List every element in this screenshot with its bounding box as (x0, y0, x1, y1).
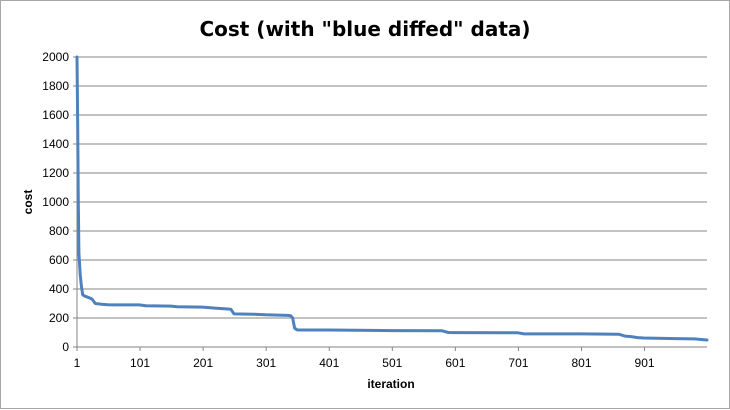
y-axis-title: cost (21, 190, 35, 215)
x-tick-label: 1 (74, 356, 81, 370)
x-tick-label: 901 (635, 356, 655, 370)
y-tick-label: 600 (49, 253, 69, 267)
y-tick-label: 0 (62, 340, 69, 354)
chart-title: Cost (with "blue diffed" data) (199, 17, 530, 41)
y-tick-label: 800 (49, 224, 69, 238)
x-axis-title: iteration (367, 377, 414, 391)
x-tick-labels: 1 101 201 301 401 501 601 701 801 901 (74, 347, 655, 370)
y-tick-label: 1000 (42, 195, 69, 209)
x-tick-label: 801 (571, 356, 591, 370)
x-tick-label: 501 (382, 356, 402, 370)
x-tick-label: 201 (193, 356, 213, 370)
gridlines (77, 56, 707, 319)
x-tick-label: 101 (130, 356, 150, 370)
x-tick-label: 301 (256, 356, 276, 370)
x-tick-label: 401 (319, 356, 339, 370)
y-tick-label: 1200 (42, 166, 69, 180)
x-tick-label: 701 (508, 356, 528, 370)
y-tick-label: 400 (49, 282, 69, 296)
y-tick-label: 2000 (42, 50, 69, 64)
series-layer (75, 55, 709, 342)
y-tick-labels: 0 200 400 600 800 1000 1200 1400 1600 1800 2000 (42, 50, 77, 354)
y-tick-label: 1400 (42, 137, 69, 151)
series-line-0 (75, 55, 709, 342)
x-tick-label: 601 (445, 356, 465, 370)
y-tick-label: 200 (49, 311, 69, 325)
y-tick-label: 1600 (42, 108, 69, 122)
y-tick-label: 1800 (42, 79, 69, 93)
